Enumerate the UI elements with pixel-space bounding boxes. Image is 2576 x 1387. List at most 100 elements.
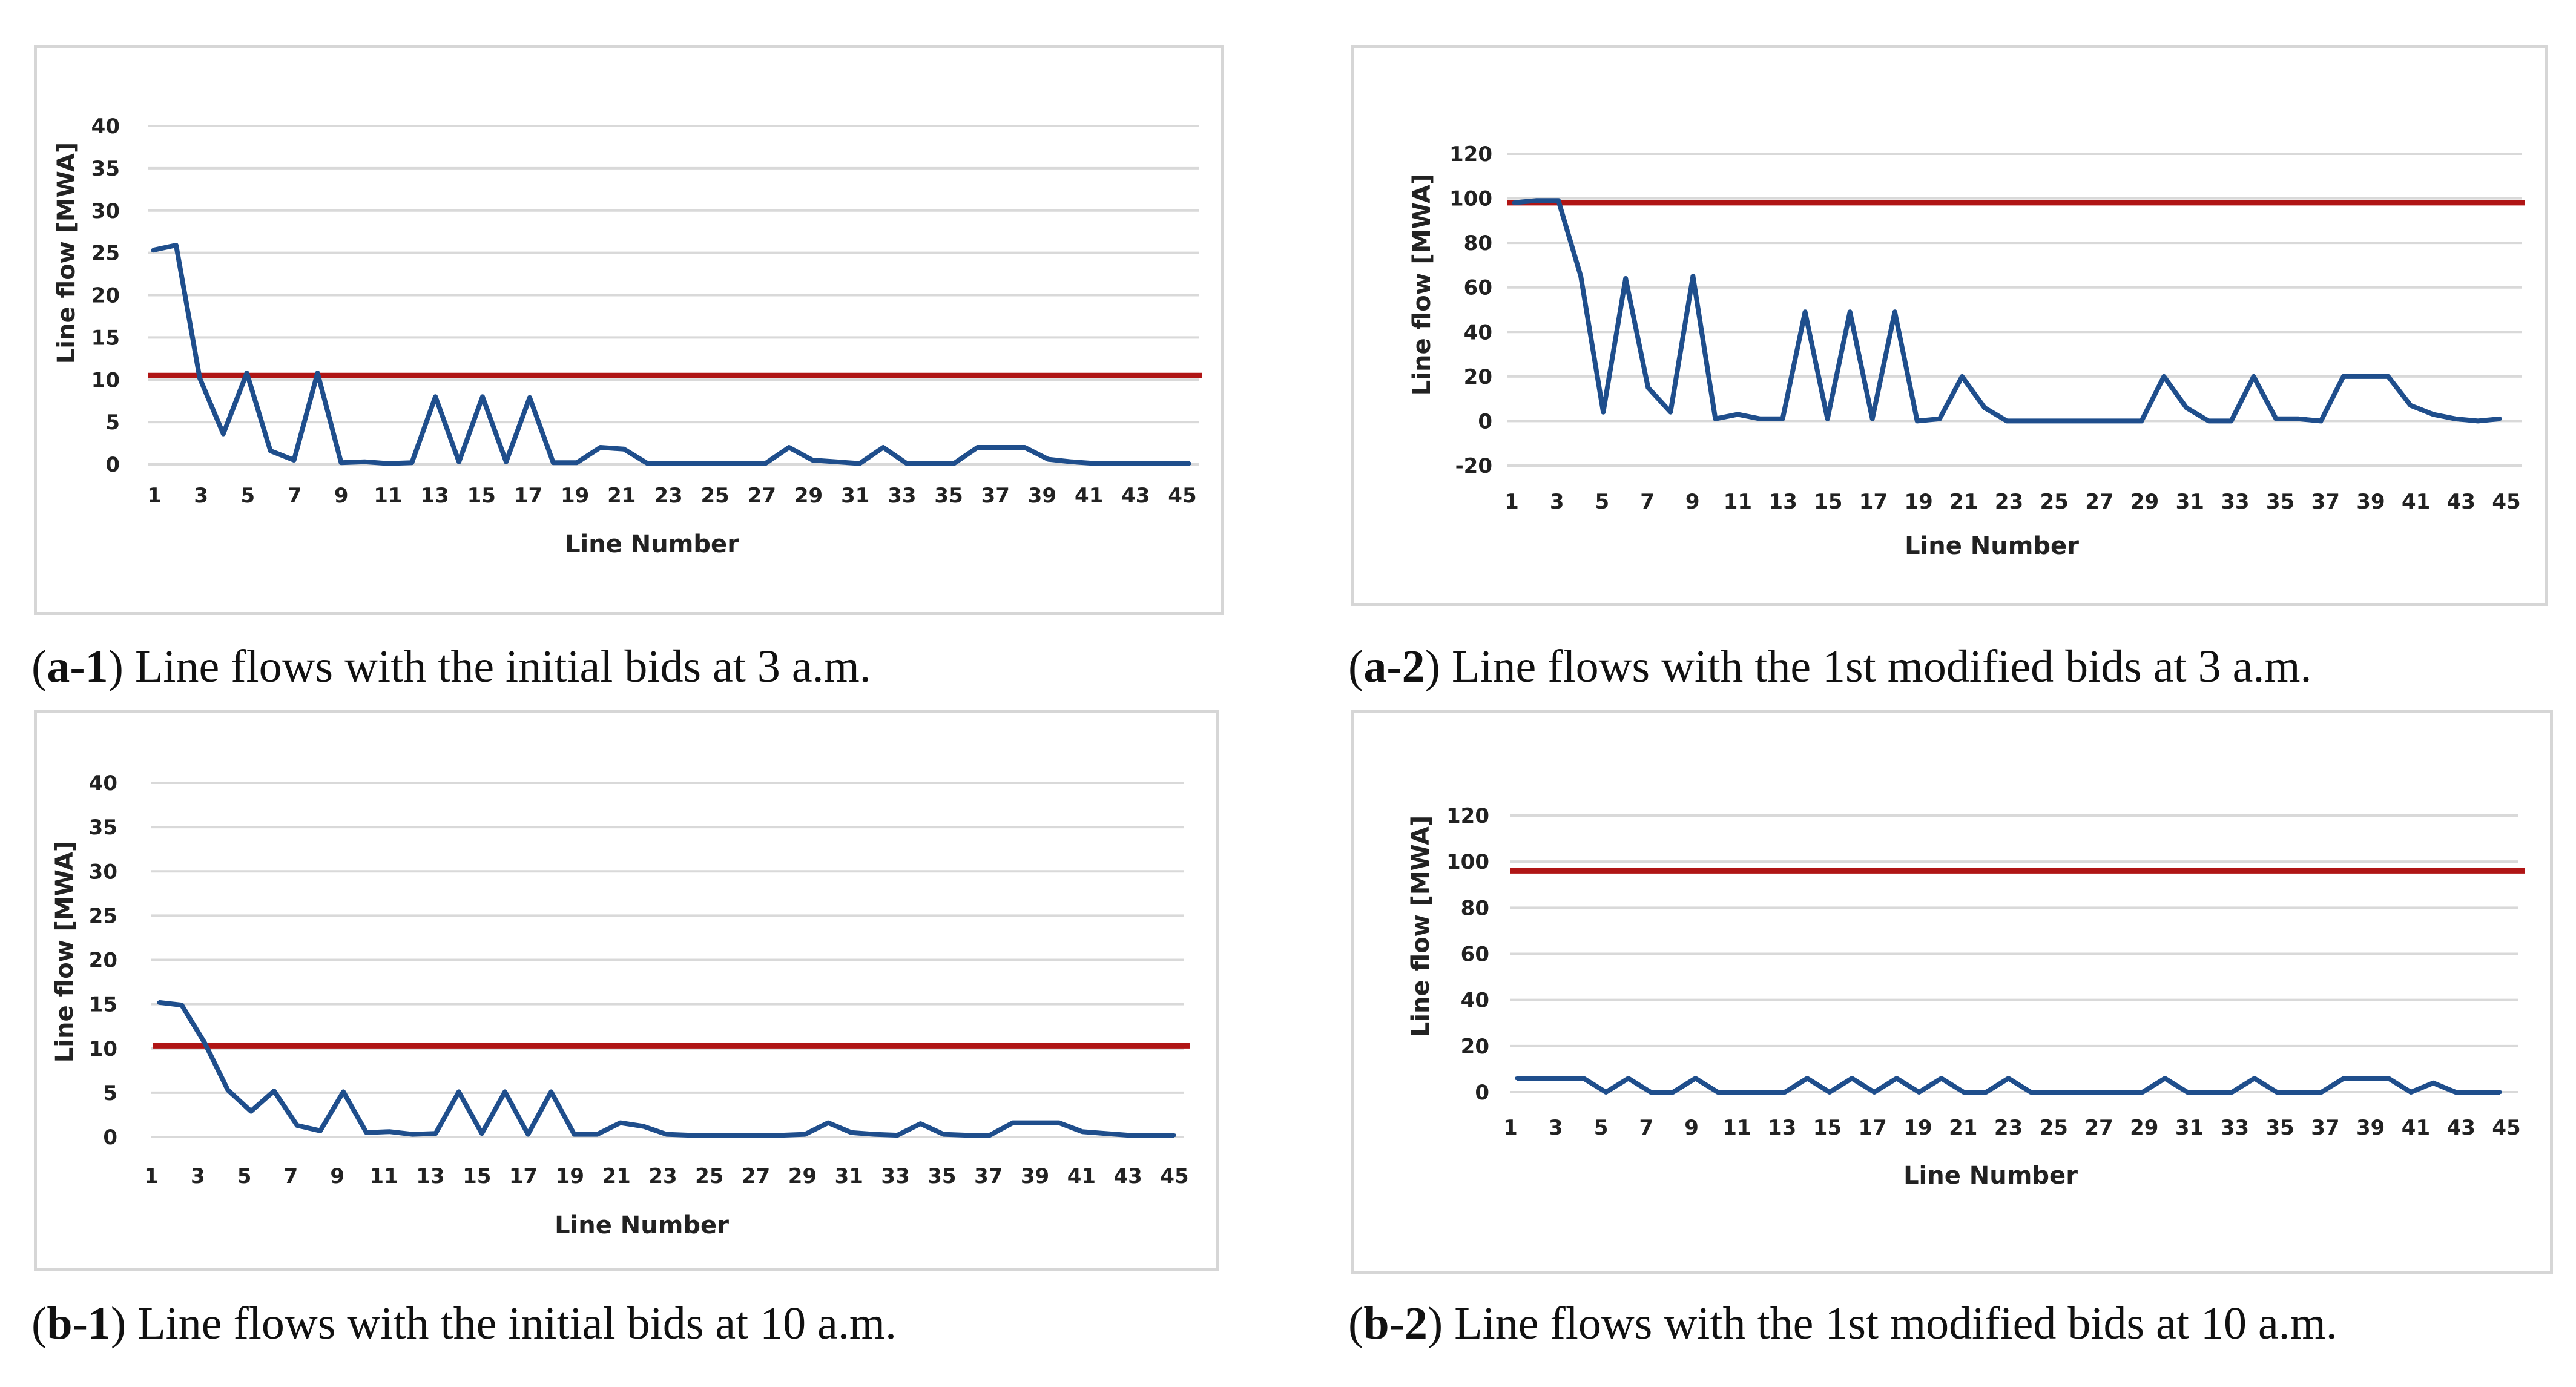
data-point <box>1057 1121 1061 1125</box>
data-point <box>688 1133 692 1138</box>
data-point <box>268 449 272 453</box>
data-point <box>157 1000 160 1004</box>
data-point <box>2072 419 2077 423</box>
data-point <box>1626 1076 1630 1081</box>
x-tick-label: 13 <box>1768 490 1797 514</box>
data-point <box>1828 1090 1832 1094</box>
data-point <box>410 461 414 465</box>
x-tick-label: 25 <box>2040 1116 2068 1140</box>
data-point <box>2029 1090 2033 1094</box>
x-tick-label: 11 <box>369 1164 398 1188</box>
data-point <box>339 461 343 465</box>
x-tick-label: 29 <box>2130 490 2159 514</box>
y-tick-label: 40 <box>89 771 117 796</box>
x-tick-label: 31 <box>2176 490 2204 514</box>
x-tick-label: 37 <box>974 1164 1003 1188</box>
data-point <box>872 1132 877 1136</box>
data-point <box>928 461 932 466</box>
data-point <box>1693 1076 1698 1081</box>
data-point <box>811 458 815 463</box>
data-point <box>2050 419 2054 423</box>
data-point <box>527 395 532 400</box>
y-tick-label: 15 <box>91 326 120 350</box>
data-point <box>245 371 249 375</box>
data-point <box>1872 1090 1876 1094</box>
y-axis-title: Line flow [MWA] <box>1408 174 1436 395</box>
data-point <box>386 461 390 466</box>
data-point <box>2431 412 2435 417</box>
data-point <box>2342 1076 2346 1081</box>
data-point <box>2499 1090 2502 1094</box>
data-point <box>410 1132 415 1136</box>
x-tick-label: 7 <box>1640 490 1655 514</box>
x-tick-label: 45 <box>1160 1164 1188 1188</box>
data-point <box>763 461 768 466</box>
data-point <box>2499 417 2502 421</box>
data-point <box>2074 1090 2078 1094</box>
data-point <box>456 1090 461 1094</box>
data-point <box>2476 419 2480 423</box>
data-point <box>1962 1090 1966 1094</box>
data-point <box>1870 417 1874 421</box>
data-point <box>2005 419 2009 423</box>
data-point <box>433 395 438 399</box>
data-point <box>2297 1090 2301 1094</box>
data-point <box>645 461 650 466</box>
x-tick-label: 43 <box>2447 1116 2476 1140</box>
y-tick-label: 25 <box>91 242 120 266</box>
x-tick-label: 37 <box>2311 490 2340 514</box>
data-point <box>526 1132 530 1136</box>
x-tick-label: 27 <box>2085 490 2113 514</box>
data-point <box>2319 1090 2324 1094</box>
data-point <box>575 461 579 465</box>
x-axis-title: Line Number <box>1903 1162 2078 1190</box>
panel-b-2-frame <box>1351 710 2553 1274</box>
data-point <box>2163 1076 2167 1081</box>
data-point <box>904 461 909 466</box>
y-tick-label: 30 <box>89 860 117 884</box>
data-point <box>1805 1076 1810 1081</box>
x-tick-label: 3 <box>194 484 208 508</box>
x-tick-label: 33 <box>881 1164 909 1188</box>
data-point <box>1738 1090 1742 1094</box>
y-tick-label: 35 <box>89 815 117 840</box>
panel-b-1-frame <box>34 710 1219 1271</box>
data-point <box>1937 417 1942 421</box>
data-point <box>2096 1090 2100 1094</box>
data-point <box>2252 374 2256 378</box>
x-tick-label: 29 <box>2130 1116 2158 1140</box>
x-tick-label: 31 <box>841 484 869 508</box>
x-tick-label: 39 <box>2356 1116 2385 1140</box>
data-point <box>481 395 485 399</box>
x-tick-label: 17 <box>509 1164 538 1188</box>
x-tick-label: 25 <box>701 484 730 508</box>
data-point <box>740 461 744 466</box>
y-tick-label: 80 <box>1464 231 1492 255</box>
x-tick-label: 19 <box>561 484 589 508</box>
data-point <box>479 1132 484 1136</box>
data-point <box>716 461 720 466</box>
x-tick-label: 1 <box>147 484 162 508</box>
data-point <box>1939 1076 1943 1081</box>
data-point <box>363 460 367 464</box>
data-point <box>803 1132 807 1136</box>
data-point <box>999 446 1003 450</box>
x-tick-label: 29 <box>788 1164 817 1188</box>
data-point <box>1668 410 1673 414</box>
y-tick-label: 0 <box>105 453 120 477</box>
data-point <box>1046 457 1050 461</box>
y-tick-label: 25 <box>89 904 117 928</box>
data-point <box>341 1090 346 1094</box>
data-point <box>272 1089 276 1093</box>
caption-label: a-1 <box>47 641 108 692</box>
x-tick-label: 17 <box>1859 490 1888 514</box>
caption-text: Line flows with the initial bids at 10 a… <box>137 1298 897 1349</box>
x-tick-label: 13 <box>420 484 449 508</box>
data-point <box>1023 446 1027 450</box>
x-tick-label: 3 <box>1549 1116 1563 1140</box>
y-tick-label: 120 <box>1449 142 1492 166</box>
x-tick-label: 31 <box>2175 1116 2204 1140</box>
data-point <box>881 446 885 450</box>
data-point <box>2207 1090 2212 1094</box>
data-point <box>2275 1090 2279 1094</box>
